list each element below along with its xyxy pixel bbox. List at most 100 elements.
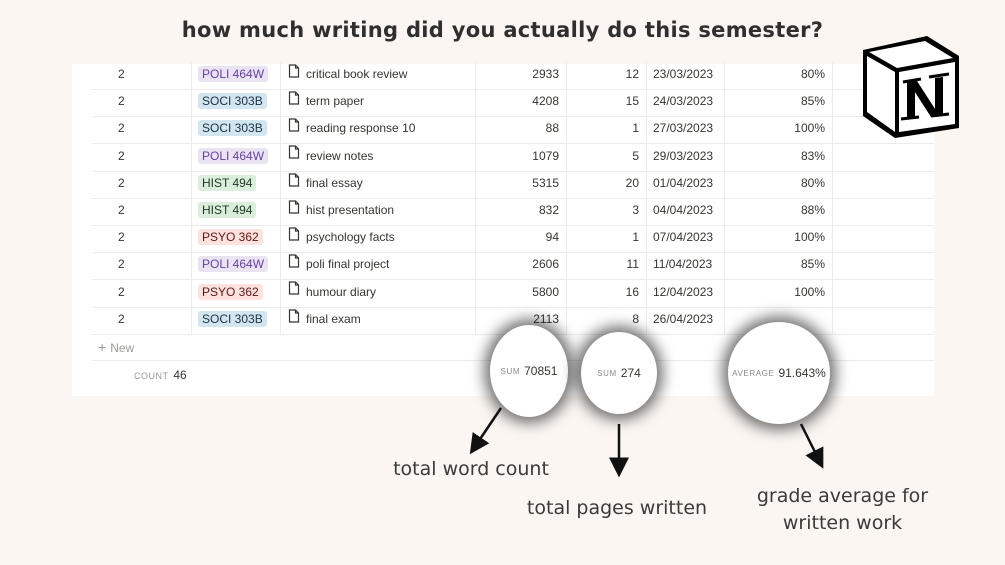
grade-cell[interactable]: 85% xyxy=(725,89,833,117)
date-cell[interactable]: 07/04/2023 xyxy=(647,225,725,253)
assignment-name: reading response 10 xyxy=(306,121,416,136)
page-icon xyxy=(288,225,300,249)
title-cell[interactable]: reading response 10 xyxy=(280,116,476,144)
word-count-cell[interactable]: 1079 xyxy=(475,143,567,171)
date-cell[interactable]: 12/04/2023 xyxy=(647,279,725,307)
title-cell[interactable]: review notes xyxy=(280,143,476,171)
course-cell[interactable]: SOCI 303B xyxy=(192,89,281,117)
date-cell[interactable]: 24/03/2023 xyxy=(647,89,725,117)
word-count-cell[interactable]: 88 xyxy=(475,116,567,144)
new-label: New xyxy=(110,341,135,355)
grade-cell[interactable]: 83% xyxy=(725,143,833,171)
assignment-name: psychology facts xyxy=(306,230,395,245)
course-cell[interactable]: HIST 494 xyxy=(192,170,281,198)
title-cell[interactable]: final essay xyxy=(280,170,476,198)
table-row[interactable]: 2 POLI 464W review notes 1079 5 29/03/2023 83% xyxy=(92,143,934,172)
page-count-cell[interactable]: 15 xyxy=(567,89,647,117)
assignment-name: review notes xyxy=(306,148,374,163)
caption-grade: grade average for written work xyxy=(756,485,929,534)
date-cell[interactable]: 11/04/2023 xyxy=(647,252,725,280)
course-cell[interactable]: POLI 464W xyxy=(192,143,281,171)
count-label: COUNT xyxy=(134,371,169,381)
course-tag: POLI 464W xyxy=(198,256,269,273)
title-cell[interactable]: poli final project xyxy=(280,252,476,280)
word-count-cell[interactable]: 2606 xyxy=(475,252,567,280)
word-count-cell[interactable]: 5800 xyxy=(475,279,567,307)
page-count-cell[interactable]: 12 xyxy=(567,62,647,89)
arrow-words xyxy=(469,407,503,455)
page-icon xyxy=(288,62,300,86)
page-count-cell[interactable]: 11 xyxy=(567,252,647,280)
title-cell[interactable]: term paper xyxy=(280,89,476,117)
table-row[interactable]: 2 PSYO 362 psychology facts 94 1 07/04/2023 10… xyxy=(92,225,934,254)
table-row[interactable]: 2 HIST 494 final essay 5315 20 01/04/2023 80% xyxy=(92,170,934,199)
table-row[interactable]: 2 SOCI 303B reading response 10 88 1 27/03/20… xyxy=(92,116,934,145)
course-cell[interactable]: SOCI 303B xyxy=(192,306,281,334)
row-number: 2 xyxy=(92,89,192,117)
page-icon xyxy=(288,307,300,331)
title-cell[interactable]: humour diary xyxy=(280,279,476,307)
course-cell[interactable]: PSYO 362 xyxy=(192,279,281,307)
date-cell[interactable]: 04/04/2023 xyxy=(647,198,725,225)
page-count-cell[interactable]: 3 xyxy=(567,198,647,225)
date-cell[interactable]: 01/04/2023 xyxy=(647,170,725,198)
date-cell[interactable]: 23/03/2023 xyxy=(647,62,725,89)
grade-cell[interactable]: 100% xyxy=(725,116,833,144)
course-tag: SOCI 303B xyxy=(198,93,267,110)
table-row[interactable]: 2 SOCI 303B term paper 4208 15 24/03/2023 85% xyxy=(92,89,934,118)
word-count-cell[interactable]: 2933 xyxy=(475,62,567,89)
course-tag: POLI 464W xyxy=(198,147,269,164)
table-row[interactable]: 2 POLI 464W poli final project 2606 11 11/04/… xyxy=(92,252,934,281)
table-row[interactable]: 2 HIST 494 hist presentation 832 3 04/04/2023… xyxy=(92,198,934,226)
course-cell[interactable]: PSYO 362 xyxy=(192,225,281,253)
grade-cell[interactable]: 80% xyxy=(725,62,833,89)
average-label: AVERAGE xyxy=(732,368,775,378)
page-count-cell[interactable]: 1 xyxy=(567,116,647,144)
row-number: 2 xyxy=(92,306,192,334)
course-cell[interactable]: SOCI 303B xyxy=(192,116,281,144)
page-icon xyxy=(288,198,300,222)
arrow-grade xyxy=(799,423,824,469)
grade-cell[interactable]: 85% xyxy=(725,252,833,280)
date-cell[interactable]: 27/03/2023 xyxy=(647,116,725,144)
count-value: 46 xyxy=(173,368,187,382)
words-sum-bubble[interactable]: SUM 70851 xyxy=(490,325,568,417)
grade-cell[interactable]: 100% xyxy=(725,225,833,253)
word-count-cell[interactable]: 4208 xyxy=(475,89,567,117)
grade-cell[interactable]: 80% xyxy=(725,170,833,198)
word-count-cell[interactable]: 2113 xyxy=(475,306,567,334)
row-number: 2 xyxy=(92,170,192,198)
notion-table: 2 POLI 464W critical book review 2933 12 23/0… xyxy=(72,62,934,396)
title-cell[interactable]: hist presentation xyxy=(280,198,476,225)
table-row[interactable]: 2 POLI 464W critical book review 2933 12 23/0… xyxy=(92,62,934,90)
course-cell[interactable]: HIST 494 xyxy=(192,198,281,225)
page-icon xyxy=(288,116,300,140)
title-cell[interactable]: psychology facts xyxy=(280,225,476,253)
page-count-cell[interactable]: 16 xyxy=(567,279,647,307)
grade-avg-bubble[interactable]: AVERAGE 91.643% xyxy=(728,322,830,424)
course-cell[interactable]: POLI 464W xyxy=(192,252,281,280)
word-count-cell[interactable]: 832 xyxy=(475,198,567,225)
course-tag: HIST 494 xyxy=(198,202,257,218)
page-count-cell[interactable]: 1 xyxy=(567,225,647,253)
grade-cell[interactable] xyxy=(725,306,833,334)
page-count-cell[interactable]: 20 xyxy=(567,170,647,198)
grade-cell[interactable]: 88% xyxy=(725,198,833,225)
row-number: 2 xyxy=(92,279,192,307)
page-count-cell[interactable]: 5 xyxy=(567,143,647,171)
course-tag: SOCI 303B xyxy=(198,310,267,327)
title-cell[interactable]: final exam xyxy=(280,306,476,334)
date-cell[interactable]: 26/04/2023 xyxy=(647,306,725,334)
word-count-cell[interactable]: 94 xyxy=(475,225,567,253)
table-row[interactable]: 2 PSYO 362 humour diary 5800 16 12/04/2023 100… xyxy=(92,279,934,308)
word-count-cell[interactable]: 5315 xyxy=(475,170,567,198)
grade-cell[interactable]: 100% xyxy=(725,279,833,307)
course-cell[interactable]: POLI 464W xyxy=(192,62,281,89)
page-count-cell[interactable]: 8 xyxy=(567,306,647,334)
date-cell[interactable]: 29/03/2023 xyxy=(647,143,725,171)
page-title: how much writing did you actually do thi… xyxy=(181,18,824,42)
page-icon xyxy=(288,171,300,195)
count-summary[interactable]: COUNT 46 xyxy=(134,368,187,382)
pages-sum-bubble[interactable]: SUM 274 xyxy=(581,332,657,414)
title-cell[interactable]: critical book review xyxy=(280,62,476,89)
